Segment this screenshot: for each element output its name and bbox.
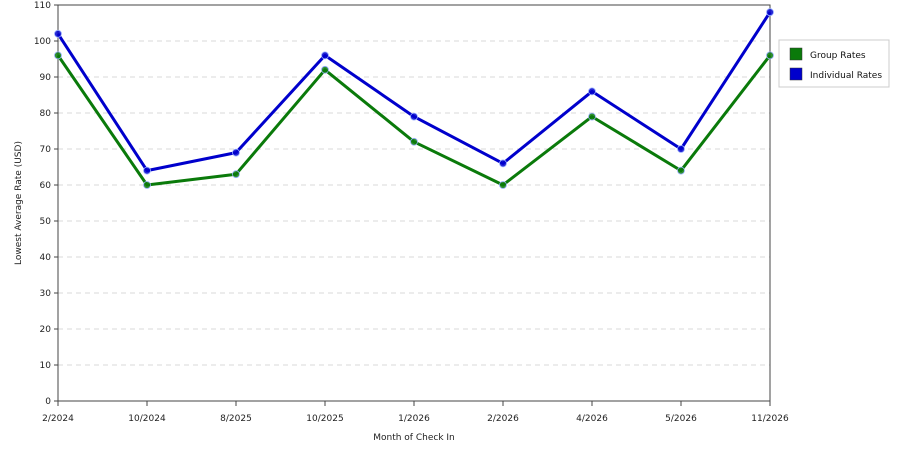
y-tick-label: 110 — [34, 1, 51, 11]
y-tick-label: 10 — [40, 361, 52, 371]
data-point — [410, 112, 418, 121]
x-tick-label: 2/2026 — [487, 414, 519, 424]
y-tick-label: 80 — [40, 109, 52, 119]
data-point — [766, 8, 774, 17]
y-tick-label: 70 — [40, 145, 52, 155]
y-tick-label: 30 — [40, 289, 52, 299]
y-tick-label: 50 — [40, 217, 52, 227]
series-1 — [54, 51, 774, 189]
data-point — [499, 159, 507, 168]
x-tick-label: 4/2026 — [576, 414, 608, 424]
legend-swatch — [789, 67, 803, 81]
x-tick-label: 8/2025 — [220, 414, 252, 424]
y-axis-ticks: 0 10 20 30 40 50 60 70 80 90 100 110 — [34, 1, 58, 407]
x-tick-label: 10/2025 — [306, 414, 343, 424]
legend: Group Rates Individual Rates — [778, 39, 890, 88]
y-tick-label: 100 — [34, 37, 51, 47]
data-point — [499, 181, 507, 189]
data-point — [677, 166, 685, 175]
data-point — [766, 51, 774, 60]
x-tick-label: 11/2026 — [751, 414, 789, 424]
legend-swatch — [789, 47, 803, 61]
y-tick-label: 0 — [45, 397, 51, 407]
data-point — [143, 181, 151, 189]
x-tick-label: 2/2024 — [42, 414, 74, 424]
data-point — [677, 145, 685, 153]
data-point — [588, 87, 596, 96]
legend-label: Group Rates — [810, 51, 866, 61]
x-tick-label: 10/2024 — [128, 414, 166, 424]
data-point — [588, 112, 596, 121]
y-tick-label: 20 — [40, 325, 52, 335]
legend-label: Individual Rates — [810, 71, 882, 81]
x-axis-title: Month of Check In — [373, 433, 455, 443]
data-point — [321, 65, 329, 74]
x-tick-label: 5/2026 — [665, 414, 697, 424]
y-axis-title: Lowest Average Rate (USD) — [14, 141, 24, 265]
data-point — [410, 137, 418, 146]
x-axis-ticks: 2/2024 10/2024 8/2025 10/2025 1/2026 2/2026 4/… — [42, 401, 789, 424]
series — [54, 8, 774, 189]
y-tick-label: 60 — [40, 181, 52, 191]
data-point — [54, 29, 62, 38]
data-point — [232, 170, 240, 179]
data-point — [232, 148, 240, 157]
data-point — [143, 166, 151, 175]
data-point — [321, 51, 329, 60]
y-tick-label: 40 — [40, 253, 52, 263]
data-point — [54, 51, 62, 60]
series-2 — [54, 8, 774, 175]
y-tick-label: 90 — [40, 73, 52, 83]
x-tick-label: 1/2026 — [398, 414, 430, 424]
